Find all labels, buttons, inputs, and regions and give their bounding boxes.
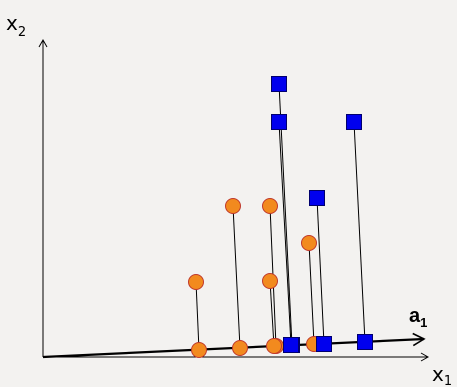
projected-square-point	[283, 337, 299, 353]
projection-line	[269, 280, 275, 347]
projection-line	[353, 121, 366, 343]
projected-circle-point	[232, 340, 248, 356]
square-point	[271, 114, 287, 130]
y-axis-label-subscript: 2	[18, 25, 26, 40]
projected-square-point	[357, 334, 373, 350]
a1-vector-label-letter: a	[409, 305, 421, 327]
y-axis-label: x2	[6, 11, 26, 40]
square-point	[309, 190, 325, 206]
circle-point	[262, 198, 278, 214]
projection-line	[195, 281, 200, 351]
projected-circle-point	[266, 338, 282, 354]
projected-square-point	[316, 336, 332, 352]
circle-point	[225, 198, 241, 214]
square-point	[271, 76, 287, 92]
projection-line	[316, 197, 325, 345]
projection-line	[232, 205, 241, 349]
projection-line	[278, 121, 292, 346]
circle-point	[188, 274, 204, 290]
square-point	[346, 114, 362, 130]
y-axis-label-letter: x	[6, 11, 18, 35]
x-axis-label-letter: x	[432, 362, 444, 386]
projection-line	[308, 242, 315, 345]
x-axis-label-subscript: 1	[444, 374, 452, 387]
projected-circle-point	[191, 342, 207, 358]
data-points	[188, 76, 373, 358]
x-axis-label: x1	[432, 362, 452, 387]
a1-vector-label-subscript: 1	[420, 315, 427, 330]
a1-vector-label: a1	[409, 305, 427, 330]
circle-point	[301, 235, 317, 251]
circle-point	[262, 273, 278, 289]
